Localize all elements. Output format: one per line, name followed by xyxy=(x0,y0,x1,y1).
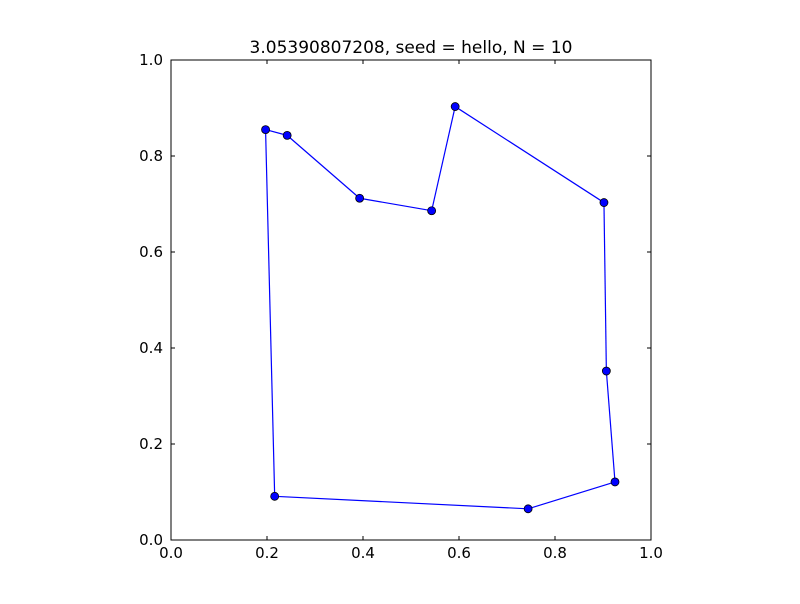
x-tick-label: 0.2 xyxy=(255,544,279,562)
data-point xyxy=(261,125,270,135)
data-point xyxy=(355,193,365,203)
series-line-segment xyxy=(454,106,605,204)
x-tick-label: 0.4 xyxy=(351,544,375,562)
data-point xyxy=(450,102,460,111)
chart-title: 3.05390807208, seed = hello, N = 10 xyxy=(250,38,573,58)
data-point xyxy=(601,366,611,376)
y-tick-label: 0.4 xyxy=(139,339,163,357)
data-point xyxy=(270,491,280,501)
data-point xyxy=(427,206,437,216)
series-line-segment xyxy=(527,481,616,510)
x-tick-label: 0.6 xyxy=(447,544,471,562)
data-point xyxy=(610,477,620,487)
x-tick-label: 0.8 xyxy=(543,544,567,562)
data-point xyxy=(599,198,609,207)
y-tick-label: 0.8 xyxy=(139,147,163,165)
plot-frame xyxy=(170,59,652,541)
series-line-segment xyxy=(605,370,616,482)
y-tick-label: 1.0 xyxy=(139,51,163,69)
y-tick-label: 0.6 xyxy=(139,243,163,261)
series-line-segment xyxy=(274,495,529,510)
y-tick-label: 0.2 xyxy=(139,435,163,453)
series-line-segment xyxy=(603,202,607,372)
data-point xyxy=(523,504,533,514)
series-line-segment xyxy=(264,129,276,497)
series-line-segment xyxy=(431,106,456,211)
x-tick-label: 0.0 xyxy=(159,544,183,562)
plot-marks xyxy=(261,102,620,514)
data-point xyxy=(282,130,292,140)
y-tick-label: 0.0 xyxy=(139,531,163,549)
x-tick-label: 1.0 xyxy=(639,544,663,562)
series-line-segment xyxy=(286,134,361,199)
series-line-segment xyxy=(359,197,432,212)
axes: 0.0 0.2 0.4 0.6 0.8 1.0 0.0 0.2 0.4 0.6 0.8 1.0 xyxy=(139,51,663,562)
